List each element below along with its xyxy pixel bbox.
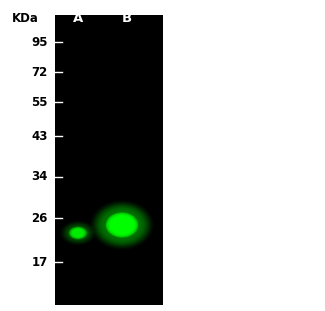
Text: 43: 43 bbox=[32, 129, 48, 142]
Text: 55: 55 bbox=[32, 95, 48, 109]
Ellipse shape bbox=[62, 222, 94, 244]
Ellipse shape bbox=[72, 229, 84, 237]
Ellipse shape bbox=[73, 230, 83, 236]
Text: 26: 26 bbox=[32, 211, 48, 225]
Ellipse shape bbox=[64, 223, 92, 243]
Ellipse shape bbox=[104, 211, 139, 239]
Text: 17: 17 bbox=[32, 256, 48, 268]
Ellipse shape bbox=[92, 202, 152, 248]
Ellipse shape bbox=[111, 216, 133, 233]
Ellipse shape bbox=[66, 224, 90, 242]
Ellipse shape bbox=[67, 225, 89, 241]
Ellipse shape bbox=[112, 218, 131, 232]
Ellipse shape bbox=[106, 212, 138, 238]
Text: 95: 95 bbox=[32, 35, 48, 49]
Ellipse shape bbox=[72, 229, 84, 238]
Ellipse shape bbox=[107, 213, 137, 237]
Bar bbox=[55, 15, 163, 305]
Ellipse shape bbox=[98, 206, 146, 244]
Ellipse shape bbox=[65, 224, 91, 242]
Ellipse shape bbox=[70, 227, 86, 239]
Ellipse shape bbox=[95, 204, 149, 246]
Ellipse shape bbox=[70, 228, 86, 239]
Ellipse shape bbox=[109, 215, 136, 235]
Text: 34: 34 bbox=[32, 170, 48, 183]
Ellipse shape bbox=[72, 229, 84, 237]
Text: 72: 72 bbox=[32, 66, 48, 78]
Ellipse shape bbox=[68, 226, 88, 240]
Text: KDa: KDa bbox=[12, 12, 38, 25]
Ellipse shape bbox=[103, 210, 141, 240]
Ellipse shape bbox=[71, 228, 85, 238]
Text: B: B bbox=[122, 12, 132, 25]
Ellipse shape bbox=[114, 219, 130, 231]
Ellipse shape bbox=[110, 216, 134, 234]
Ellipse shape bbox=[91, 201, 153, 249]
Ellipse shape bbox=[99, 207, 145, 243]
Ellipse shape bbox=[96, 205, 148, 245]
Text: A: A bbox=[73, 12, 83, 25]
Ellipse shape bbox=[100, 208, 144, 242]
Ellipse shape bbox=[111, 216, 133, 234]
Ellipse shape bbox=[62, 222, 94, 244]
Ellipse shape bbox=[61, 221, 95, 245]
Ellipse shape bbox=[66, 225, 90, 241]
Ellipse shape bbox=[102, 209, 142, 241]
Ellipse shape bbox=[94, 203, 150, 247]
Ellipse shape bbox=[69, 226, 87, 239]
Ellipse shape bbox=[63, 223, 93, 243]
